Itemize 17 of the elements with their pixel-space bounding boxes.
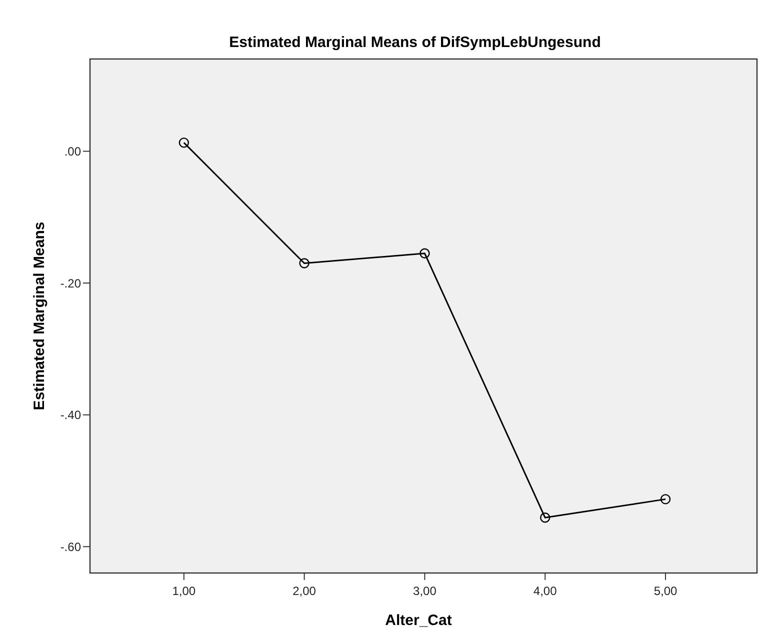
x-tick-label: 1,00 [172, 584, 196, 598]
point [660, 494, 671, 504]
point [299, 258, 310, 268]
y-tick-label: -.60 [60, 540, 82, 554]
x-tick-label: 2,00 [292, 584, 316, 598]
point [540, 512, 550, 523]
chart-title: Estimated Marginal Means of DifSympLebUngesund [229, 34, 601, 51]
y-tick-label: -.20 [60, 276, 82, 290]
x-tick-label: 5,00 [654, 584, 678, 598]
x-tick-label: 4,00 [533, 584, 558, 598]
y-tick-label: -.40 [60, 408, 82, 422]
x-tick-label: 3,00 [413, 584, 437, 598]
x-axis-title: Alter_Cat [385, 612, 452, 629]
point [420, 248, 430, 258]
point [178, 138, 190, 148]
y-axis-title: Estimated Marginal Means [31, 222, 48, 410]
y-tick-label: .00 [64, 144, 82, 158]
